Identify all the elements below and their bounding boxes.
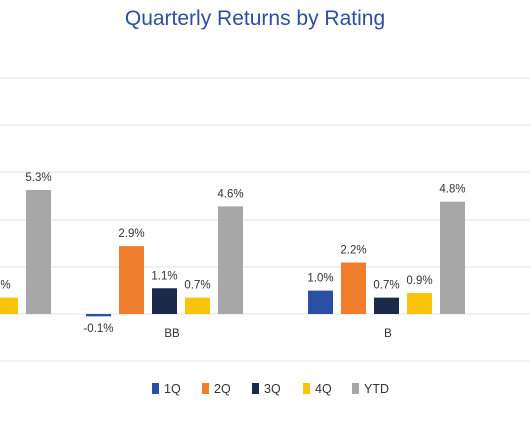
data-label: % [0, 280, 10, 292]
legend-label-2q: 2Q [214, 382, 231, 396]
data-label: 4.8% [439, 184, 465, 196]
data-label: 0.7% [184, 280, 210, 292]
legend-swatch-ytd [352, 383, 359, 394]
bar-ytd-1 [218, 206, 243, 314]
data-label: 1.1% [151, 270, 177, 282]
legend: 1Q 2Q 3Q 4Q YTD [152, 382, 389, 396]
data-label: 0.9% [406, 275, 432, 287]
category-label: B [384, 328, 392, 340]
legend-swatch-1q [152, 383, 159, 394]
legend-label-ytd: YTD [364, 382, 389, 396]
data-label: 5.3% [25, 172, 51, 184]
bar-4q-2 [407, 292, 432, 314]
bar-1q-1 [86, 314, 111, 317]
bar-2q-1 [119, 246, 144, 314]
bar-1q-2 [308, 290, 333, 314]
legend-swatch-4q [303, 383, 310, 394]
legend-label-3q: 3Q [264, 382, 281, 396]
data-label: 0.7% [373, 280, 399, 292]
legend-swatch-3q [252, 383, 259, 394]
bar-4q-0 [0, 297, 18, 314]
data-label: 4.6% [217, 188, 243, 200]
bar-3q-2 [374, 297, 399, 314]
bars [0, 189, 465, 317]
bar-2q-2 [341, 262, 366, 314]
bar-ytd-2 [440, 201, 465, 314]
chart-title: Quarterly Returns by Rating [125, 7, 385, 30]
data-label: 2.9% [118, 228, 144, 240]
category-label: BB [164, 328, 180, 340]
data-labels: -0.1%1.0%32.9%2.2%1.1%0.7%%0.7%0.9%5.3%4… [0, 172, 465, 335]
category-labels: BB B [164, 328, 392, 340]
bar-4q-1 [185, 297, 210, 314]
data-label: 2.2% [340, 245, 366, 257]
bar-ytd-0 [26, 189, 51, 314]
data-label: 1.0% [307, 273, 333, 285]
legend-label-4q: 4Q [315, 382, 332, 396]
legend-label-1q: 1Q [164, 382, 181, 396]
bar-3q-1 [152, 288, 177, 314]
legend-swatch-2q [202, 383, 209, 394]
data-label: -0.1% [83, 323, 113, 335]
